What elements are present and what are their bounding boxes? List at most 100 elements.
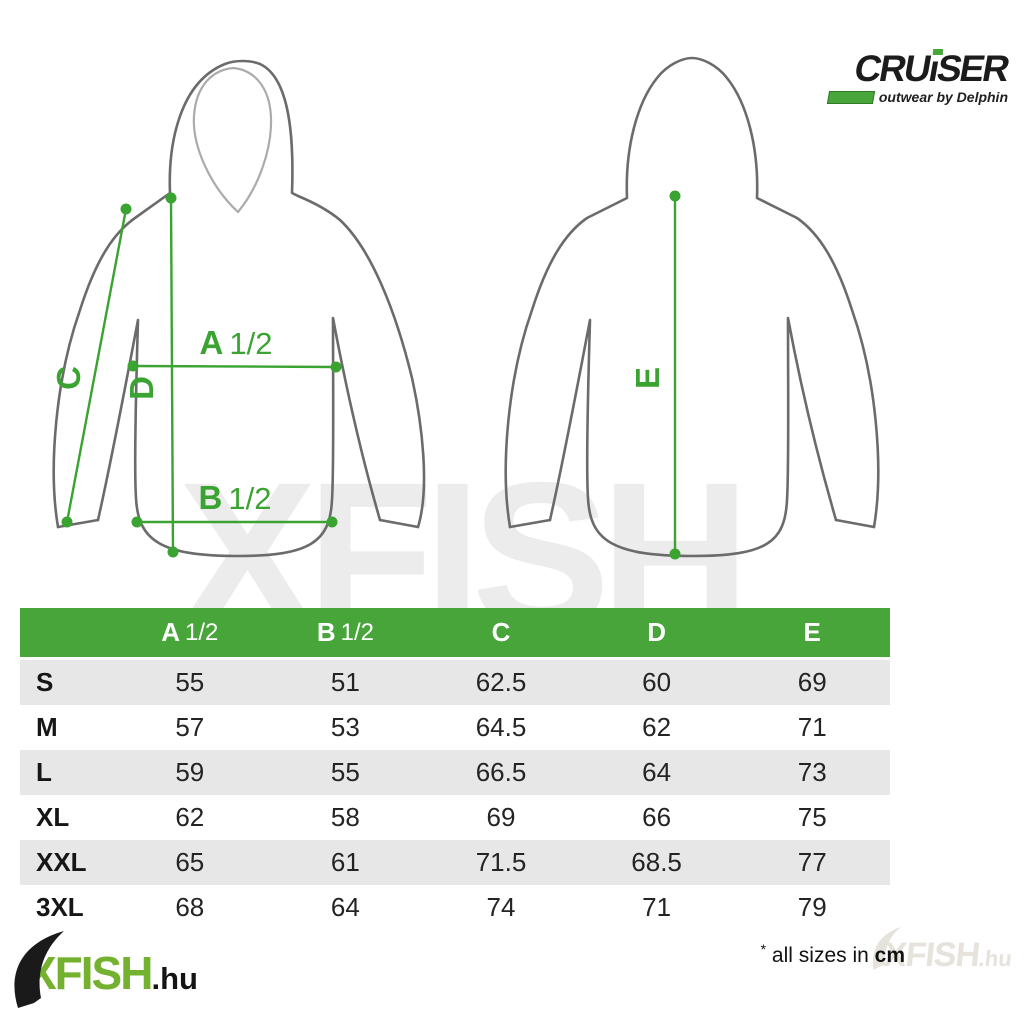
measurement-label-e: E (629, 367, 666, 389)
hoodie-front-cuff-right (378, 518, 420, 529)
hoodie-front-diagram: C D A 1/2 B 1/2 (50, 59, 426, 558)
measure-dot (165, 192, 177, 204)
label-frac: 1/2 (228, 481, 271, 516)
cell-value: 62.5 (475, 667, 527, 697)
size-label: M (36, 712, 58, 742)
cell-value: 71 (642, 892, 672, 922)
header-letter: E (803, 617, 821, 647)
cell-value: 77 (797, 847, 827, 877)
fish-swoosh-icon (14, 931, 64, 1008)
cell-value: 57 (175, 712, 205, 742)
header-frac: 1/2 (340, 618, 374, 646)
measure-dot (120, 203, 132, 215)
table-row-s: S 55 51 62.5 60 69 (20, 660, 890, 705)
cruiser-wordmark: CRUı SER (851, 48, 1012, 89)
hood-opening-line (192, 66, 273, 214)
measurement-label-b: B 1/2 (199, 479, 272, 516)
cell-value: 65 (175, 847, 205, 877)
cruiser-text-pre: CRU (851, 48, 934, 89)
size-label: XL (36, 802, 70, 832)
cell-value: 69 (486, 802, 516, 832)
label-letter: A (200, 324, 224, 361)
size-label: S (36, 667, 54, 697)
size-label: 3XL (36, 892, 84, 922)
xfish-watermark-small: XFISH .hu (872, 927, 1014, 975)
cell-value: 60 (642, 667, 672, 697)
cell-value: 51 (330, 667, 360, 697)
size-label: XXL (36, 847, 87, 877)
green-badge-icon (826, 90, 876, 104)
size-label: L (36, 757, 52, 787)
col-header-e: E (734, 608, 890, 657)
header-letter: D (647, 617, 666, 647)
measure-dot (326, 516, 338, 528)
hoodie-front-body (96, 316, 382, 558)
watermark-suffix: .hu (977, 946, 1013, 971)
cell-value: 68 (175, 892, 205, 922)
hoodie-back-body (548, 316, 838, 558)
table-row-m: M 57 53 64.5 62 71 (20, 705, 890, 750)
col-header-a-half: A 1/2 (112, 608, 268, 657)
col-header-b-half: B 1/2 (268, 608, 424, 657)
cell-value: 55 (330, 757, 360, 787)
cell-value: 64 (642, 757, 672, 787)
measurement-label-a: A 1/2 (200, 324, 273, 361)
xfish-logo-suffix: .hu (151, 961, 198, 996)
header-letter: B (316, 617, 336, 647)
xfish-logo: XFISH .hu (14, 931, 198, 1008)
cell-value: 53 (330, 712, 360, 742)
table-row-3xl: 3XL 68 64 74 71 79 (20, 885, 890, 930)
hoodie-back-cuff-right (834, 518, 876, 529)
measure-dot (669, 548, 681, 560)
header-letter: C (491, 617, 511, 647)
cruiser-tagline-row: outwear by Delphin (826, 89, 1008, 105)
measure-dot (61, 516, 73, 528)
measure-dot (167, 546, 179, 558)
cell-value: 66 (642, 802, 672, 832)
table-row-xl: XL 62 58 69 66 75 (20, 795, 890, 840)
sizes-note: * all sizes in cm (761, 941, 905, 968)
cell-value: 64.5 (475, 712, 527, 742)
cell-value: 62 (175, 802, 205, 832)
green-tittle-icon (933, 49, 944, 55)
measure-dot (330, 361, 342, 373)
measure-dot (669, 190, 681, 202)
note-asterisk: * (760, 941, 767, 957)
measure-dot (127, 360, 139, 372)
cell-value: 71.5 (475, 847, 527, 877)
cell-value: 74 (486, 892, 516, 922)
measurement-line-d (169, 197, 175, 553)
cruiser-tagline: outwear by Delphin (878, 89, 1008, 105)
size-table: A 1/2 B 1/2 C D E S 55 51 62.5 60 69 M 57 … (20, 608, 890, 930)
measurement-label-c: C (50, 366, 87, 390)
hoodie-back-diagram: E (504, 56, 880, 560)
measurement-line-c (65, 208, 128, 523)
header-frac: 1/2 (185, 618, 219, 646)
cell-value: 75 (797, 802, 827, 832)
label-frac: 1/2 (229, 326, 272, 361)
col-header-c: C (423, 608, 579, 657)
table-row-l: L 59 55 66.5 64 73 (20, 750, 890, 795)
measurement-label-d: D (123, 376, 160, 400)
fish-swoosh-icon (872, 927, 901, 970)
corner-cell (20, 608, 112, 657)
hoodie-back-cuff-left (508, 518, 552, 529)
measurement-line-a (132, 364, 337, 369)
cell-value: 79 (797, 892, 827, 922)
cell-value: 61 (330, 847, 360, 877)
xfish-logo-word: XFISH (26, 947, 153, 999)
hoodie-front-outline (52, 59, 426, 529)
hoodie-back-outline (504, 56, 880, 529)
header-letter: A (161, 617, 180, 647)
note-unit: cm (874, 944, 905, 967)
measure-dot (131, 516, 143, 528)
cell-value: 66.5 (475, 757, 527, 787)
cell-value: 71 (797, 712, 827, 742)
cell-value: 69 (797, 667, 827, 697)
cell-value: 55 (175, 667, 205, 697)
cell-value: 58 (330, 802, 360, 832)
cruiser-logo: CRUı SER outwear by Delphin (826, 48, 1012, 105)
table-header-row: A 1/2 B 1/2 C D E (20, 608, 890, 660)
cell-value: 64 (330, 892, 360, 922)
